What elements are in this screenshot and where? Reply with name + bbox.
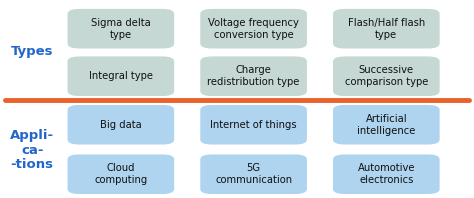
Text: Internet of things: Internet of things xyxy=(210,120,297,130)
FancyBboxPatch shape xyxy=(67,56,174,96)
Text: Successive
comparison type: Successive comparison type xyxy=(345,65,428,87)
FancyBboxPatch shape xyxy=(200,9,307,49)
Text: Big data: Big data xyxy=(100,120,142,130)
FancyBboxPatch shape xyxy=(67,105,174,145)
Text: Automotive
electronics: Automotive electronics xyxy=(357,163,415,185)
Text: Flash/Half flash
type: Flash/Half flash type xyxy=(348,18,425,40)
FancyBboxPatch shape xyxy=(333,154,439,194)
Text: Cloud
computing: Cloud computing xyxy=(94,163,147,185)
Text: Sigma delta
type: Sigma delta type xyxy=(91,18,151,40)
FancyBboxPatch shape xyxy=(200,154,307,194)
Text: Types: Types xyxy=(11,45,54,58)
Text: Appli-
ca-
-tions: Appli- ca- -tions xyxy=(10,129,55,171)
Text: Integral type: Integral type xyxy=(89,71,153,81)
FancyBboxPatch shape xyxy=(67,9,174,49)
FancyBboxPatch shape xyxy=(333,9,439,49)
FancyBboxPatch shape xyxy=(333,105,439,145)
Text: Voltage frequency
conversion type: Voltage frequency conversion type xyxy=(208,18,299,40)
Text: Artificial
intelligence: Artificial intelligence xyxy=(357,114,416,136)
FancyBboxPatch shape xyxy=(200,105,307,145)
FancyBboxPatch shape xyxy=(67,154,174,194)
Text: 5G
communication: 5G communication xyxy=(215,163,292,185)
FancyBboxPatch shape xyxy=(333,56,439,96)
Text: Charge
redistribution type: Charge redistribution type xyxy=(208,65,300,87)
FancyBboxPatch shape xyxy=(200,56,307,96)
